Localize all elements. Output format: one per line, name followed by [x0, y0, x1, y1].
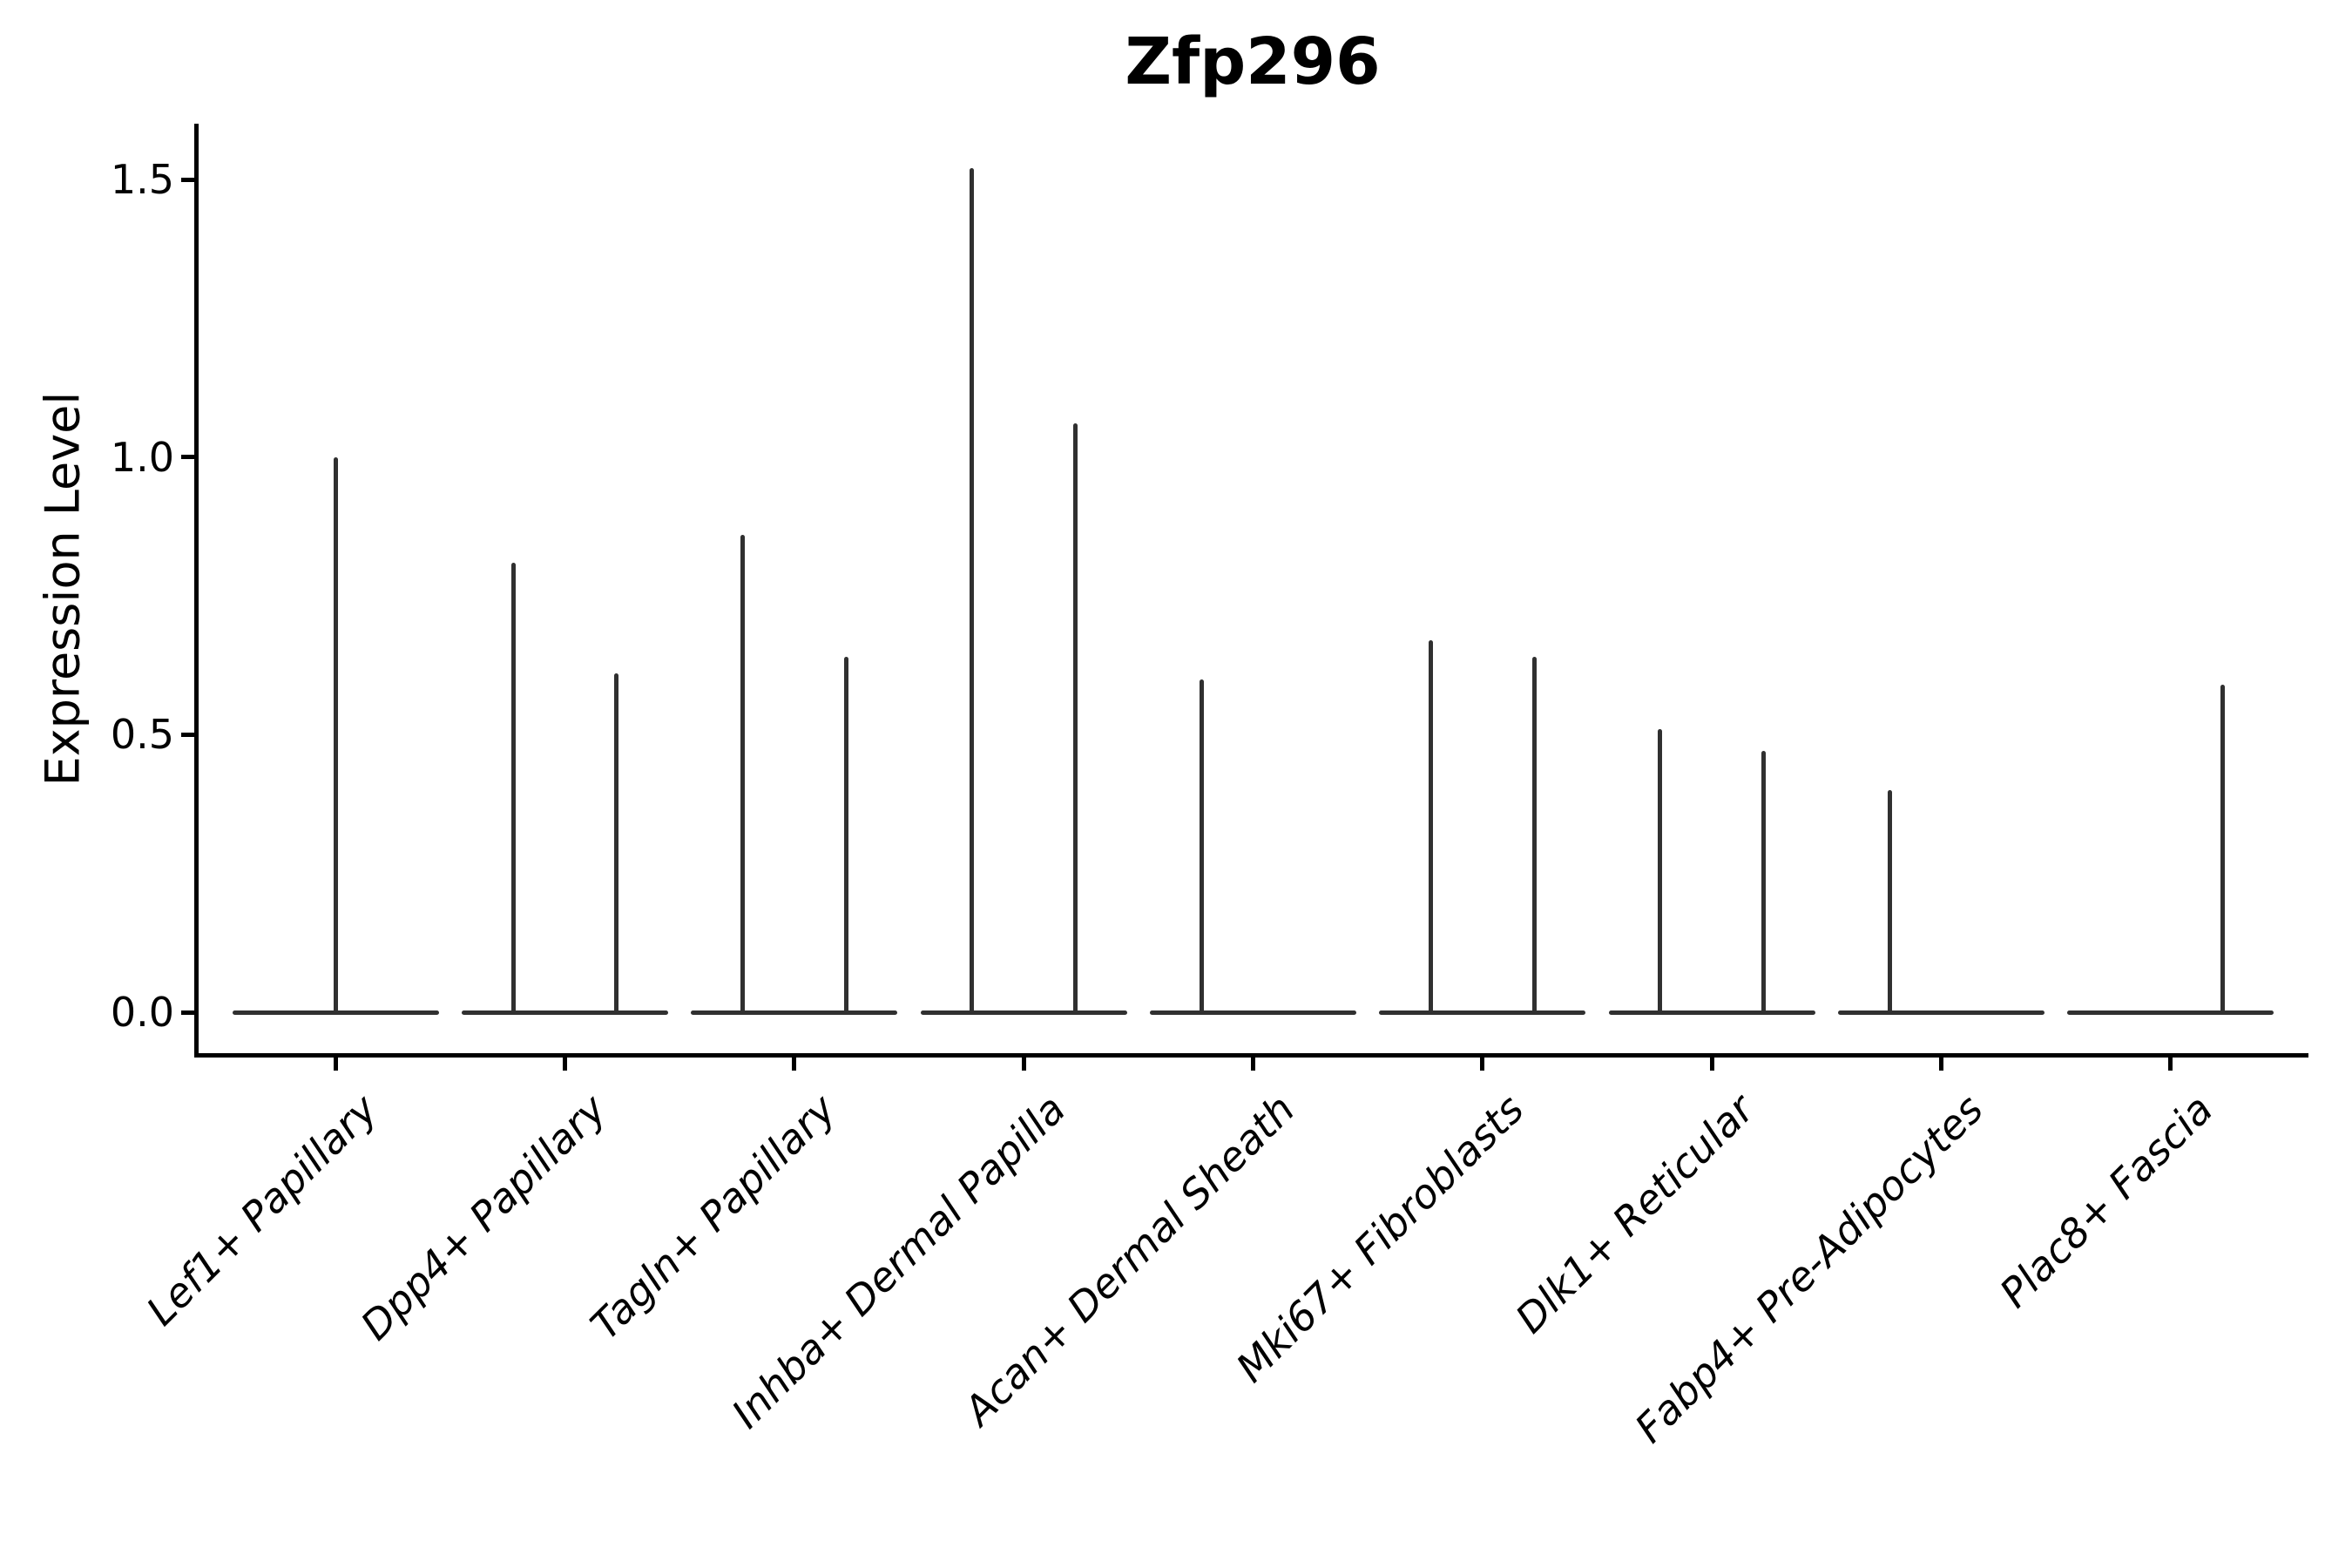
violin-spike	[970, 168, 975, 1012]
x-axis-line	[194, 1053, 2308, 1058]
violin-base	[2067, 1010, 2274, 1015]
violin-base	[232, 1010, 439, 1015]
violin-base	[461, 1010, 668, 1015]
violin-spike	[1887, 790, 1892, 1012]
x-tick-mark	[1251, 1058, 1255, 1071]
violin-base	[691, 1010, 898, 1015]
violin-spike	[1429, 639, 1434, 1012]
x-tick-mark	[562, 1058, 567, 1071]
chart-title: Zfp296	[1125, 24, 1381, 99]
x-tick-mark	[1709, 1058, 1714, 1071]
violin-base	[1379, 1010, 1586, 1015]
x-tick-mark	[1480, 1058, 1485, 1071]
x-tick-label: Plac8+ Fascia	[1990, 1085, 2222, 1317]
violin-spike	[1199, 679, 1204, 1012]
x-tick-mark	[1021, 1058, 1026, 1071]
y-tick-mark	[181, 1010, 194, 1015]
violin-spike	[333, 456, 338, 1012]
x-tick-label: Dlk1+ Reticular	[1505, 1085, 1763, 1342]
violin-spike	[740, 534, 745, 1012]
violin-spike	[1658, 728, 1663, 1012]
violin-base	[920, 1010, 1127, 1015]
y-axis-line	[194, 124, 199, 1058]
violin-spike	[1531, 657, 1537, 1012]
violin-spike	[614, 673, 619, 1012]
x-tick-label: Lef1+ Papillary	[137, 1085, 387, 1335]
violin-spike	[2220, 684, 2225, 1012]
violin-base	[1838, 1010, 2045, 1015]
x-tick-label: Dpp4+ Papillary	[351, 1085, 616, 1349]
x-tick-mark	[333, 1058, 338, 1071]
x-tick-mark	[2168, 1058, 2173, 1071]
x-tick-label: Tagln+ Papillary	[581, 1085, 845, 1349]
y-tick-mark	[181, 455, 194, 460]
violin-spike	[1072, 423, 1078, 1012]
y-tick-mark	[181, 177, 194, 182]
violin-spike	[843, 657, 848, 1012]
x-tick-mark	[792, 1058, 797, 1071]
y-tick-mark	[181, 732, 194, 737]
violin-base	[1608, 1010, 1815, 1015]
y-tick-label: 0.0	[110, 989, 174, 1036]
violin-spike	[510, 562, 516, 1012]
x-tick-mark	[1939, 1058, 1944, 1071]
y-tick-label: 1.0	[110, 433, 174, 481]
y-tick-label: 0.5	[110, 711, 174, 759]
y-tick-label: 1.5	[110, 156, 174, 203]
violin-spike	[1761, 751, 1766, 1012]
violin-base	[1149, 1010, 1356, 1015]
